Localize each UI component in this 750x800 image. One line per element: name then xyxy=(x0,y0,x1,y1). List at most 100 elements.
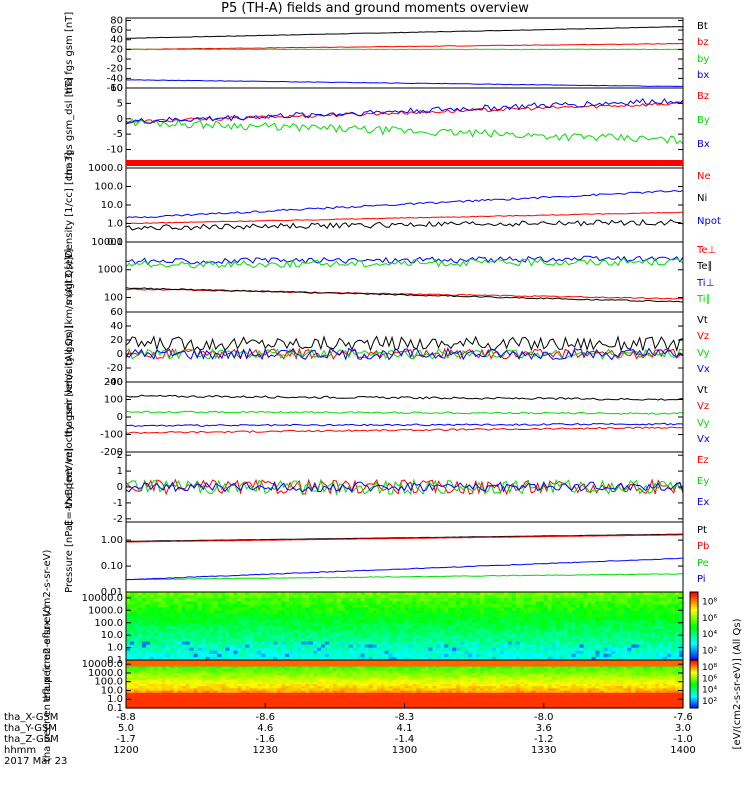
heatmap-cell xyxy=(289,703,294,707)
heatmap-cell xyxy=(448,616,453,621)
heatmap-cell xyxy=(213,679,219,683)
heatmap-cell xyxy=(384,686,390,689)
heatmap-cell xyxy=(133,694,139,698)
heatmap-cell xyxy=(340,677,346,681)
heatmap-cell xyxy=(312,694,318,698)
heatmap-cell xyxy=(165,681,171,685)
heatmap-cell xyxy=(655,610,660,615)
y-tick-label: 100.0 xyxy=(94,618,123,629)
heatmap-cell xyxy=(499,601,505,605)
heatmap-cell xyxy=(607,626,612,630)
heatmap-cell xyxy=(380,616,386,621)
heatmap-cell xyxy=(245,670,250,674)
heatmap-cell xyxy=(126,679,131,683)
heatmap-cell xyxy=(595,601,601,605)
heatmap-cell xyxy=(651,650,656,655)
heatmap-cell xyxy=(277,690,282,694)
heatmap-cell xyxy=(392,703,398,707)
heatmap-cell xyxy=(555,616,561,621)
heatmap-cell xyxy=(209,701,215,705)
heatmap-cell xyxy=(432,673,437,676)
heatmap-cell xyxy=(380,656,386,661)
heatmap-cell xyxy=(193,607,199,612)
heatmap-cell xyxy=(153,688,159,692)
heatmap-cell xyxy=(555,595,561,599)
heatmap-cell xyxy=(424,607,429,612)
heatmap-cell xyxy=(157,595,163,599)
heatmap-cell xyxy=(181,653,187,658)
heatmap-cell xyxy=(619,619,624,624)
heatmap-cell xyxy=(245,701,250,705)
heatmap-cell xyxy=(380,692,386,696)
heatmap-cell xyxy=(201,613,207,618)
heatmap-cell xyxy=(205,673,211,676)
heatmap-cell xyxy=(563,647,569,652)
heatmap-cell xyxy=(571,598,577,602)
heatmap-cell xyxy=(157,647,163,652)
heatmap-cell xyxy=(639,604,644,609)
heatmap-cell xyxy=(503,653,509,658)
heatmap-cell xyxy=(225,686,231,689)
heatmap-cell xyxy=(241,688,246,692)
heatmap-cell xyxy=(265,629,270,633)
heatmap-cell xyxy=(177,681,183,685)
heatmap-cell xyxy=(289,673,294,676)
heatmap-cell xyxy=(547,650,553,655)
heatmap-cell xyxy=(599,598,605,602)
heatmap-cell xyxy=(324,635,330,639)
heatmap-cell xyxy=(492,656,497,661)
heatmap-cell xyxy=(372,626,378,630)
heatmap-cell xyxy=(261,705,266,709)
heatmap-cell xyxy=(201,703,207,707)
heatmap-cell xyxy=(328,613,334,618)
heatmap-cell xyxy=(340,673,346,676)
heatmap-cell xyxy=(639,622,644,627)
heatmap-cell xyxy=(281,647,286,652)
heatmap-cell xyxy=(133,686,139,689)
heatmap-cell xyxy=(336,629,342,633)
heatmap-cell xyxy=(420,697,425,700)
heatmap-cell xyxy=(352,666,358,670)
heatmap-cell xyxy=(332,670,338,674)
heatmap-cell xyxy=(177,601,183,605)
heatmap-cell xyxy=(233,653,238,658)
heatmap-cell xyxy=(269,690,274,694)
heatmap-cell xyxy=(384,705,390,709)
heatmap-cell xyxy=(388,635,394,639)
heatmap-cell xyxy=(145,598,151,602)
heatmap-cell xyxy=(149,673,155,676)
heatmap-cell xyxy=(515,635,521,639)
heatmap-cell xyxy=(392,692,398,696)
heatmap-cell xyxy=(392,694,398,698)
heatmap-cell xyxy=(269,694,274,698)
heatmap-cell xyxy=(408,613,414,618)
heatmap-cell xyxy=(511,647,517,652)
heatmap-cell xyxy=(404,641,410,646)
heatmap-cell xyxy=(368,666,374,670)
heatmap-cell xyxy=(659,644,664,649)
heatmap-cell xyxy=(587,626,593,630)
heatmap-cell xyxy=(404,662,410,665)
heatmap-cell xyxy=(221,668,227,672)
heatmap-cell xyxy=(153,690,159,694)
heatmap-cell xyxy=(237,629,242,633)
heatmap-cell xyxy=(515,629,521,633)
heatmap-cell xyxy=(551,598,557,602)
heatmap-cell xyxy=(480,622,485,627)
heatmap-cell xyxy=(273,653,278,658)
heatmap-cell xyxy=(249,601,254,605)
heatmap-cell xyxy=(380,613,386,618)
heatmap-cell xyxy=(213,701,219,705)
heatmap-cell xyxy=(340,701,346,705)
heatmap-cell xyxy=(667,622,672,627)
heatmap-cell xyxy=(392,635,398,639)
heatmap-cell xyxy=(523,604,529,609)
heatmap-cell xyxy=(145,622,151,627)
heatmap-cell xyxy=(515,595,521,599)
heatmap-cell xyxy=(209,619,215,624)
heatmap-cell xyxy=(316,592,322,596)
heatmap-cell xyxy=(631,632,636,636)
heatmap-cell xyxy=(372,598,378,602)
heatmap-cell xyxy=(547,619,553,624)
